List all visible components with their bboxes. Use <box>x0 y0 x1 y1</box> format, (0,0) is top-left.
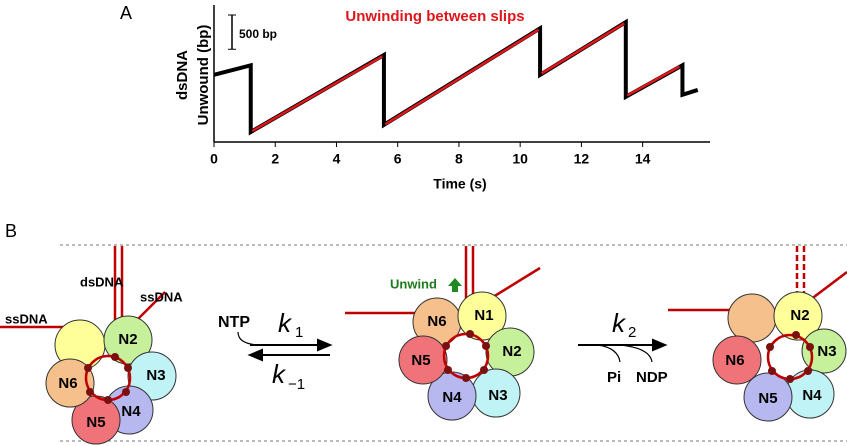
subunits <box>45 291 847 445</box>
scale-bar-label: 500 bp <box>239 27 277 41</box>
rate-label: k <box>272 359 287 389</box>
unwind-arrow <box>448 278 462 292</box>
x-tick-label: 2 <box>271 151 279 167</box>
x-tick-label: 0 <box>210 151 218 167</box>
arrows <box>237 331 668 363</box>
y-axis-label: Unwound (bp) <box>195 25 212 126</box>
binding-sites <box>84 330 814 404</box>
panel-label: A <box>120 3 132 23</box>
rate-subscript: 2 <box>628 324 636 341</box>
subunit-label: N4 <box>802 387 822 404</box>
unwind-label: Unwind <box>390 276 437 291</box>
x-tick-label: 10 <box>512 151 528 167</box>
subunit-label: N5 <box>758 390 777 407</box>
subunit-label: N2 <box>790 307 809 324</box>
subunit-label: N5 <box>411 352 430 369</box>
trace <box>213 18 699 136</box>
subunit-label: N2 <box>502 343 521 360</box>
subunit-label: N3 <box>817 343 836 360</box>
panel-a: A Unwinding between slips Time (s) dsDNA… <box>120 3 710 192</box>
subunit-label: N4 <box>121 403 141 420</box>
rate-subscript: −1 <box>288 376 305 393</box>
subunit-label: N5 <box>86 414 105 431</box>
x-tick-label: 4 <box>333 151 341 167</box>
subunit-label: N4 <box>442 389 462 406</box>
subunit-label: N3 <box>146 367 165 384</box>
y-axis-label: dsDNA <box>174 50 191 100</box>
product-label: NDP <box>636 369 668 386</box>
rate-label: k <box>278 308 293 338</box>
panel-label: B <box>5 221 17 241</box>
chart-title: Unwinding between slips <box>345 8 524 25</box>
subunit-label: N1 <box>474 307 493 324</box>
dna-label: dsDNA <box>80 274 124 289</box>
subunit-label: N6 <box>58 375 77 392</box>
subunit-label: N6 <box>427 313 446 330</box>
x-tick-label: 8 <box>455 151 463 167</box>
dna-label: ssDNA <box>140 289 183 304</box>
product-label: Pi <box>607 369 621 386</box>
rate-label: k <box>612 308 627 338</box>
fit-line <box>251 22 680 133</box>
subunit-label: N3 <box>488 387 507 404</box>
subunit-labels: N2 N3 N4 N5 N6 N6 N1 N2 N3 N4 N5 N2 N3 N… <box>58 307 836 431</box>
subunit-label: N2 <box>118 331 137 348</box>
x-tick-label: 14 <box>635 151 651 167</box>
dna-label: ssDNA <box>5 311 48 326</box>
panel-b: B N2 <box>0 221 847 445</box>
x-tick-label: 12 <box>574 151 590 167</box>
subunit-label: N6 <box>725 352 744 369</box>
x-tick-label: 6 <box>394 151 402 167</box>
reactant-label: NTP <box>218 314 250 331</box>
rate-subscript: 1 <box>295 324 303 341</box>
x-axis-label: Time (s) <box>433 176 486 192</box>
